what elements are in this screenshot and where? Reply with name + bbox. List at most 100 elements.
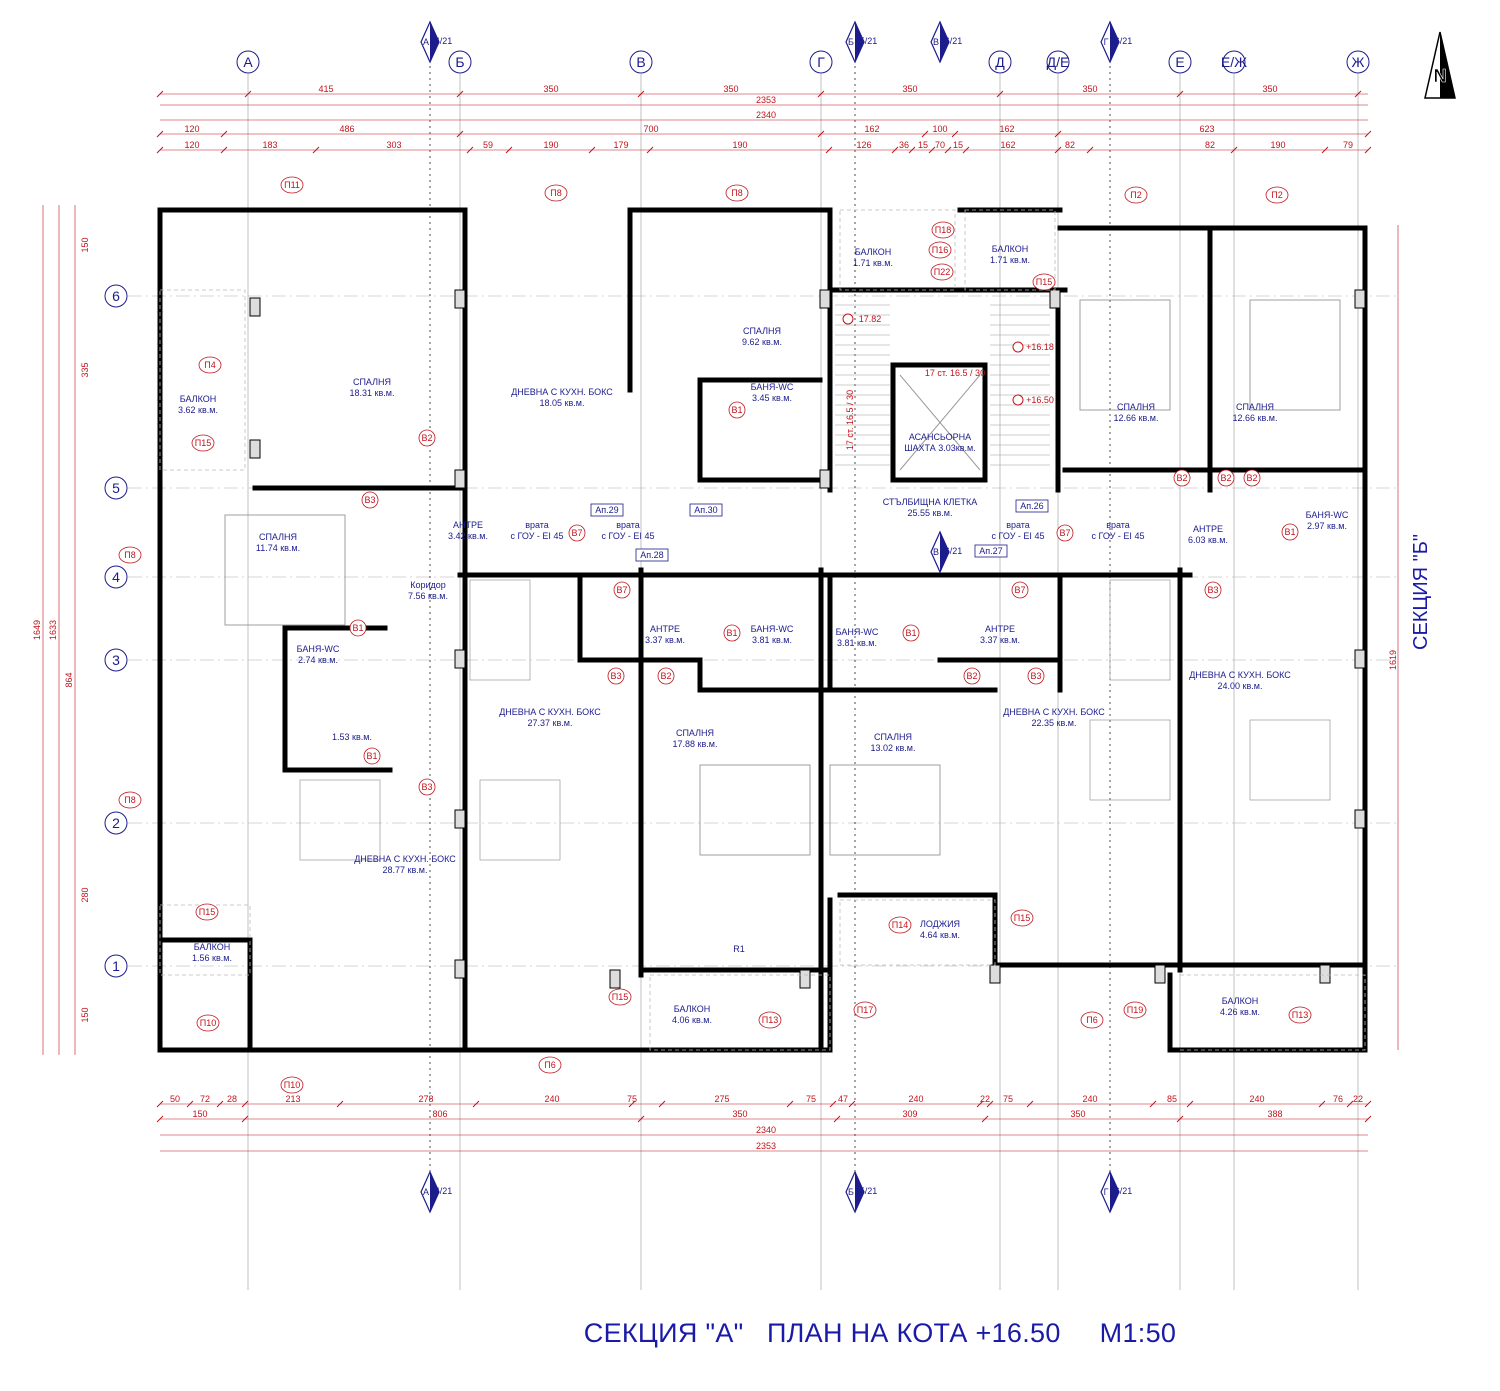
dimension-tick (241, 1100, 249, 1108)
dimension-tick (944, 146, 952, 154)
window-tag: П22 (934, 267, 950, 277)
dimension-tick (951, 130, 959, 138)
dimension-total: 1649 (32, 620, 42, 640)
level-marker-icon (1012, 341, 1024, 353)
dimension-tick (220, 146, 228, 154)
apartment-tag-box (689, 503, 723, 517)
dimension-value: 350 (732, 1109, 747, 1119)
apartment-tag: Ап.27 (979, 546, 1002, 556)
window-tag-icon (608, 988, 632, 1006)
room-name: АНТРЕ (985, 624, 1015, 634)
room-area: 11.74 кв.м. (256, 543, 300, 553)
dimension-value: 15 (918, 140, 928, 150)
axis-bubble (236, 50, 260, 74)
dimension-tick (1364, 130, 1372, 138)
door-tag-icon (963, 667, 981, 685)
bed-outline (699, 764, 811, 856)
structural-column (989, 964, 1001, 984)
window-tag: П8 (550, 188, 561, 198)
axis-label: Е/Ж (1221, 54, 1247, 70)
axis-bubble (104, 565, 128, 589)
window-tag: П15 (612, 992, 628, 1002)
window-tag: П10 (284, 1080, 300, 1090)
window-tag-icon (538, 1056, 562, 1074)
marker-r1: R1 (733, 944, 745, 954)
dimension-tick (466, 146, 474, 154)
room-name: ЛОДЖИЯ (920, 919, 960, 929)
dimension-value: 280 (80, 887, 90, 902)
window-tag: П15 (1014, 913, 1030, 923)
door-tag: В2 (1246, 473, 1257, 483)
room-area: 1.71 кв.м. (990, 255, 1030, 265)
dimension-value: 179 (613, 140, 628, 150)
room-area: 6.03 кв.м. (1188, 535, 1228, 545)
room-area: 25.55 кв.м. (908, 508, 953, 518)
window-tag: П11 (284, 180, 300, 190)
room-name: БАНЯ-WC (751, 624, 794, 634)
door-tag: В2 (966, 671, 977, 681)
room-name: БАЛКОН (180, 394, 216, 404)
room-name: АНТРЕ (453, 520, 483, 530)
room-area: 17.88 кв.м. (673, 739, 718, 749)
room-name: БАЛКОН (1222, 996, 1258, 1006)
room-area: 1.56 кв.м. (192, 953, 232, 963)
dimension-value: 75 (1003, 1094, 1013, 1104)
dimension-tick (1054, 146, 1062, 154)
dimension-value: 150 (80, 237, 90, 252)
room-area: 22.35 кв.м. (1032, 718, 1077, 728)
room-area: 7.56 кв.м. (408, 591, 448, 601)
dimension-value: 350 (1262, 84, 1277, 94)
section-mark-sheet: 16/21 (1110, 1186, 1133, 1196)
door-tag-icon (723, 624, 741, 642)
dimension-tick (1176, 90, 1184, 98)
room-area: 12.66 кв.м. (1114, 413, 1159, 423)
section-mark-sheet: 15/21 (855, 36, 878, 46)
balcony-outline (649, 974, 831, 1051)
axis-label: 3 (112, 652, 120, 668)
room-area: 3.81 кв.м. (837, 638, 877, 648)
window-tag-icon (725, 184, 749, 202)
window-tag-icon (198, 356, 222, 374)
room-area: 4.06 кв.м. (672, 1015, 712, 1025)
window-tag: П6 (544, 1060, 555, 1070)
dimension-total: 1633 (48, 620, 58, 640)
structural-column (454, 289, 466, 309)
dimension-value: 275 (714, 1094, 729, 1104)
dimension-value: 126 (856, 140, 871, 150)
section-mark-arrow-icon (430, 22, 439, 62)
dimension-value: 240 (1082, 1094, 1097, 1104)
dimension-total: 864 (64, 672, 74, 687)
door-tag: В1 (352, 623, 363, 633)
window-tag: П2 (1130, 190, 1141, 200)
window-tag-icon (1265, 186, 1289, 204)
room-area: 9.62 кв.м. (742, 337, 782, 347)
axis-label: Г (817, 54, 825, 70)
window-tag-icon (196, 1014, 220, 1032)
section-mark-arrow-icon (1110, 1172, 1119, 1212)
dimension-value: 388 (1267, 1109, 1282, 1119)
room-area: 4.26 кв.м. (1220, 1007, 1260, 1017)
axis-bubble (1046, 50, 1070, 74)
apartment-tag-box (974, 544, 1008, 558)
room-name: СПАЛНЯ (259, 532, 297, 542)
dimension-total: 2340 (756, 110, 776, 120)
dimension-value: 350 (1070, 1109, 1085, 1119)
room-area: 4.64 кв.м. (920, 930, 960, 940)
door-tag: В2 (660, 671, 671, 681)
room-area: 27.37 кв.м. (528, 718, 573, 728)
dimension-total: 2353 (756, 95, 776, 105)
axis-label: 6 (112, 288, 120, 304)
axis-bubble (988, 50, 1012, 74)
dimension-value: 150 (192, 1109, 207, 1119)
room-name: ДНЕВНА С КУХН. БОКС (499, 707, 601, 717)
dimension-value: 350 (723, 84, 738, 94)
dimension-value: 350 (1082, 84, 1097, 94)
section-mark-sheet: 14/21 (430, 36, 453, 46)
dimension-value: 79 (1343, 140, 1353, 150)
door-tag-icon (1281, 523, 1299, 541)
table-outline (479, 779, 561, 861)
dimension-value: 190 (732, 140, 747, 150)
axis-bubble (629, 50, 653, 74)
axis-bubble (104, 476, 128, 500)
door-tag: В1 (366, 751, 377, 761)
